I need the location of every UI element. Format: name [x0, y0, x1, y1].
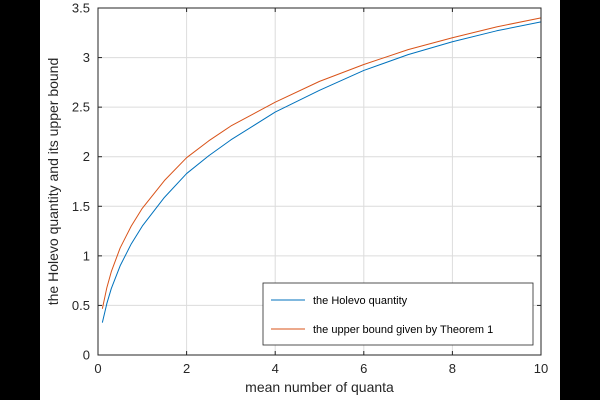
y-tick-label: 2.5 — [72, 100, 90, 115]
y-tick-label: 1.5 — [72, 199, 90, 214]
legend-label-holevo: the Holevo quantity — [313, 295, 408, 307]
legend-label-upper-bound: the upper bound given by Theorem 1 — [313, 324, 493, 336]
y-tick-label: 3.5 — [72, 1, 90, 16]
x-tick-label: 8 — [449, 361, 456, 376]
x-tick-label: 2 — [183, 361, 190, 376]
y-tick-label: 2 — [83, 149, 90, 164]
legend-box — [262, 282, 534, 346]
y-tick-label: 0 — [83, 348, 90, 363]
x-tick-label: 0 — [94, 361, 101, 376]
x-tick-label: 6 — [360, 361, 367, 376]
series-line-upper-bound — [101, 17, 542, 309]
y-tick-label: 0.5 — [72, 298, 90, 313]
line-chart: 0 2 4 6 8 10 0 0.5 1 1.5 2 2.5 3 3.5 mean number of q… — [45, 1, 548, 396]
y-tick-label: 1 — [83, 248, 90, 263]
x-axis-label: mean number of quanta — [245, 379, 394, 395]
figure: 0 2 4 6 8 10 0 0.5 1 1.5 2 2.5 3 3.5 mean number of q… — [40, 0, 560, 400]
series-line-holevo — [101, 21, 542, 323]
y-axis-label: the Holevo quantity and its upper bound — [45, 58, 61, 306]
series-layer — [101, 17, 542, 323]
legend: the Holevo quantity the upper bound give… — [262, 282, 534, 346]
x-tick-label: 4 — [272, 361, 279, 376]
x-tick-label: 10 — [534, 361, 548, 376]
plot-frame — [97, 7, 542, 356]
y-tick-label: 3 — [83, 50, 90, 65]
ticks: 0 2 4 6 8 10 0 0.5 1 1.5 2 2.5 3 3.5 — [72, 1, 548, 377]
